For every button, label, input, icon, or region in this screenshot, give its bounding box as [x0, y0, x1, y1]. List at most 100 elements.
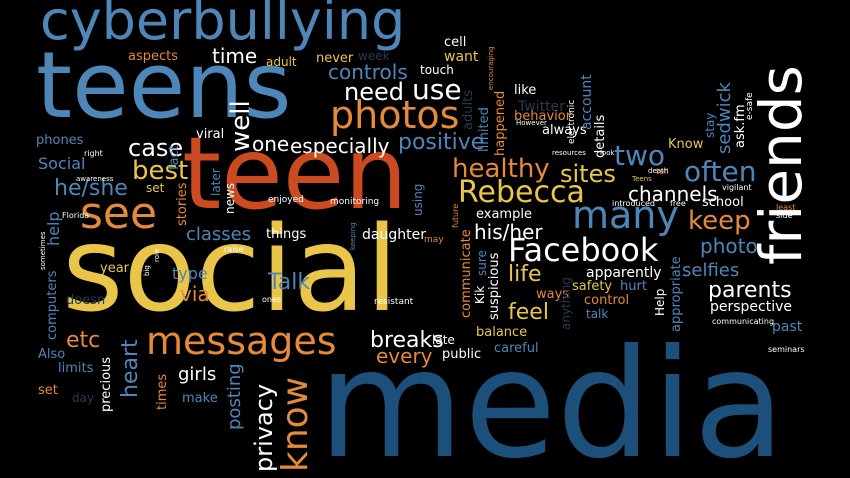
word-classes: classes [186, 224, 252, 245]
word-may: may [424, 235, 444, 245]
word-balance: balance [476, 325, 528, 340]
word-behavior: behavior [514, 109, 572, 124]
word-raise: raise [224, 245, 244, 254]
word-use: use [412, 73, 462, 106]
word-precious: precious [99, 356, 114, 412]
word-social-small: Social [38, 154, 86, 173]
word-also: Also [38, 347, 66, 362]
word-awareness: awareness [76, 175, 114, 183]
word-adult: adult [266, 55, 297, 69]
word-social: social [62, 200, 399, 338]
word-happened: happened [493, 90, 508, 156]
word-suspicious: suspicious [487, 252, 502, 320]
word-channels: channels [628, 182, 718, 206]
word-stories: stories [175, 182, 190, 226]
word-ones: ones [262, 295, 282, 304]
word-set: set [38, 383, 58, 398]
word-see: see [80, 188, 158, 239]
word-resources: resources [552, 149, 586, 157]
word-phones: phones [36, 133, 84, 148]
word-fact: fact [167, 145, 182, 170]
word-big: big [143, 265, 151, 276]
word-girls: girls [178, 364, 217, 385]
word-sites: sites [560, 160, 616, 188]
word-two: two [614, 139, 666, 172]
word-need: need [344, 78, 404, 106]
word-he-she: he/she [54, 176, 128, 201]
word-death: death [648, 167, 669, 175]
word-facebook: Facebook [508, 231, 659, 269]
word-life: life [508, 262, 542, 287]
word-make: make [182, 391, 218, 406]
word-every: every [376, 344, 433, 368]
word-feel: feel [508, 300, 549, 325]
word-posting: posting [224, 363, 245, 430]
word-sedwick: sedwick [714, 82, 735, 154]
word-breaks: breaks [370, 328, 444, 353]
word-late: late [432, 333, 455, 347]
word-healthy: healthy [452, 154, 550, 184]
word-right: right [84, 149, 103, 158]
word-teen: teen [182, 115, 408, 232]
word-electronic: electronic [567, 99, 577, 144]
word-daughter: daughter [362, 227, 426, 243]
word-careful: careful [494, 341, 539, 356]
word-like: like [514, 83, 537, 98]
word-encouraging: encouraging [487, 46, 495, 90]
word-rebecca: Rebecca [458, 175, 585, 210]
word-sometimes: sometimes [39, 231, 47, 270]
word-teens: teens [36, 32, 292, 139]
word-e-safe: e-safe [745, 92, 755, 120]
word-talk: Talk [268, 270, 311, 295]
word-set-small: set [146, 181, 165, 195]
word-messages: messages [146, 319, 337, 363]
word-introduced: introduced [612, 199, 655, 208]
word-however: However [516, 119, 547, 127]
word-ways: ways [536, 287, 570, 302]
word-future: future [451, 203, 460, 228]
word-past: past [772, 319, 803, 335]
word-help: help [44, 211, 63, 246]
word-etc: etc [66, 328, 101, 353]
word-heart: heart [118, 339, 143, 398]
word-control: control [584, 293, 630, 308]
word-many: many [572, 193, 679, 237]
word-never: never [316, 51, 354, 66]
word-well: well [226, 100, 256, 152]
word-keep: keep [688, 206, 751, 236]
word-side: side [776, 211, 793, 220]
word-know: know [275, 376, 316, 472]
word-perspective: perspective [710, 299, 793, 315]
word-always: always [542, 123, 587, 138]
word-privacy: privacy [250, 383, 278, 472]
word-photo: photo [700, 234, 758, 258]
word-computers: computers [45, 270, 60, 340]
word-kik: Kik [473, 285, 487, 304]
word-enjoyed: enjoyed [268, 195, 304, 205]
word-communicate: communicate [459, 229, 474, 318]
word-his-her: his/her [474, 220, 543, 244]
word-communicating: communicating [712, 317, 775, 326]
word-florida: Florida [62, 211, 90, 220]
word-example: example [476, 207, 532, 222]
word-least: least [776, 203, 796, 212]
word-year: year [100, 261, 130, 276]
word-resistant: resistant [374, 297, 414, 307]
word-know-cap: Know [668, 137, 704, 152]
word-aspects: aspects [128, 49, 179, 64]
word-keeping: keeping [349, 222, 357, 250]
word-photos: photos [330, 93, 460, 137]
word-doesn: doesn [66, 293, 106, 308]
word-touch: touch [420, 63, 454, 77]
word-cyberbullying: cyberbullying [40, 0, 406, 52]
word-apparently: apparently [586, 265, 662, 281]
word-vigilant: vigilant [722, 183, 752, 192]
word-twitter: Twitter [518, 99, 565, 115]
word-type: type [172, 264, 208, 283]
word-public: public [442, 347, 482, 362]
word-time: time [212, 44, 258, 68]
word-cell: cell [444, 35, 467, 50]
word-adults: adults [461, 90, 476, 130]
word-controls: controls [328, 60, 408, 84]
